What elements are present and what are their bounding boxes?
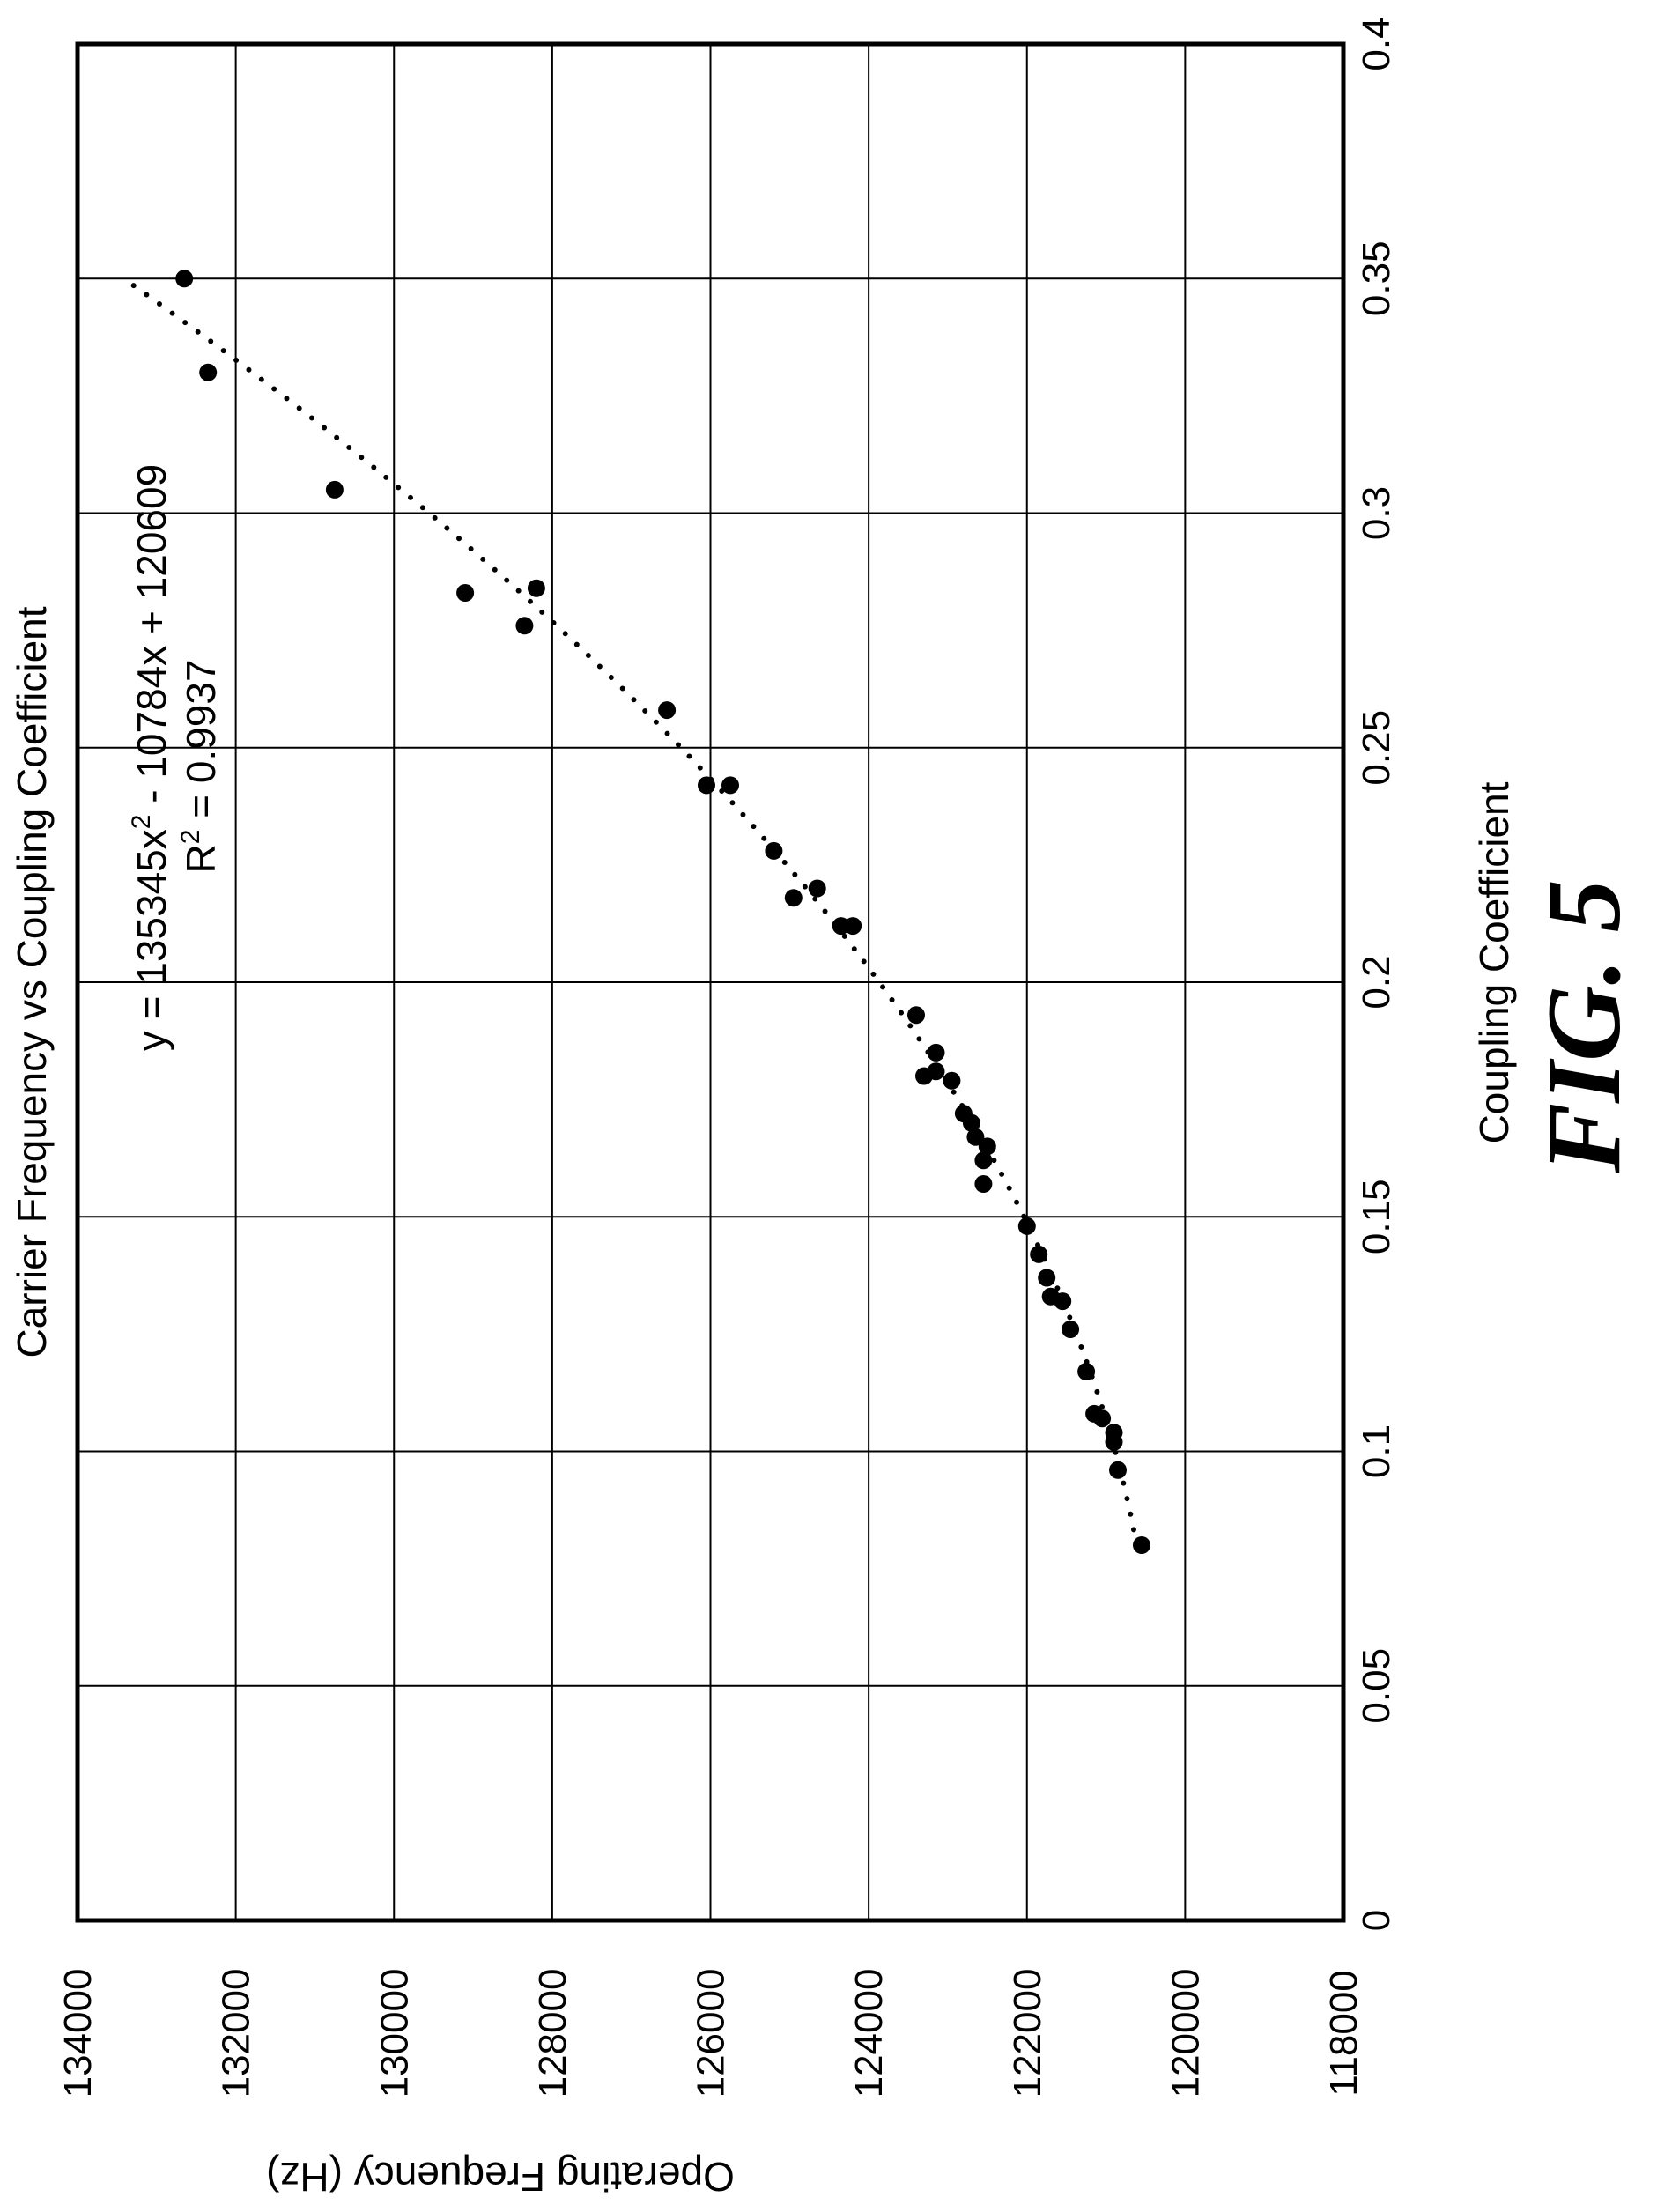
data-point bbox=[721, 776, 739, 795]
y-tick-label: 122000 bbox=[1006, 1969, 1049, 2098]
data-point bbox=[199, 363, 218, 381]
x-tick-label: 0.2 bbox=[1355, 955, 1398, 1009]
chart-title: Carrier Frequency vs Coupling Coefficien… bbox=[9, 606, 55, 1358]
x-tick-label: 0.3 bbox=[1355, 486, 1398, 540]
trendline-equation: y = 135345x2 - 10784x + 120609 bbox=[127, 464, 174, 1051]
data-point bbox=[658, 701, 677, 720]
plot-frame bbox=[75, 41, 1346, 1923]
r2-exponent: 2 bbox=[176, 830, 205, 845]
data-point bbox=[175, 270, 194, 288]
data-point bbox=[832, 917, 850, 936]
grid bbox=[77, 43, 1344, 1921]
data-point bbox=[765, 841, 783, 860]
x-tick-label: 0.05 bbox=[1355, 1648, 1398, 1724]
y-tick-label: 130000 bbox=[373, 1969, 416, 2098]
x-tick-label: 0.4 bbox=[1355, 17, 1398, 70]
trendline bbox=[121, 276, 1140, 1548]
data-point bbox=[915, 1067, 933, 1085]
data-point bbox=[1093, 1409, 1112, 1428]
data-point bbox=[698, 776, 715, 795]
r2-rest: = 0.9937 bbox=[178, 659, 224, 829]
tick-labels: 0 0.05 0.1 0.15 0.2 0.25 0.3 0.35 0.4 118000 12000… bbox=[56, 17, 1398, 2097]
data-point bbox=[1030, 1245, 1048, 1263]
r2-label: R bbox=[178, 844, 224, 873]
x-tick-label: 0.1 bbox=[1355, 1424, 1398, 1478]
equation-label: y = 135345x bbox=[129, 829, 174, 1051]
data-point bbox=[1105, 1432, 1123, 1451]
x-tick-label: 0.15 bbox=[1355, 1179, 1398, 1254]
data-point bbox=[1054, 1292, 1072, 1311]
trendline-layer bbox=[121, 276, 1140, 1548]
data-point bbox=[966, 1128, 985, 1146]
equation-exponent: 2 bbox=[127, 815, 156, 830]
data-point bbox=[927, 1043, 945, 1062]
y-axis-title: Operating Frequency (Hz) bbox=[266, 2154, 735, 2200]
data-point bbox=[325, 480, 344, 499]
data-point bbox=[1017, 1217, 1036, 1235]
data-point bbox=[974, 1151, 993, 1170]
y-tick-label: 126000 bbox=[690, 1969, 733, 2098]
data-point bbox=[943, 1071, 961, 1090]
data-points bbox=[175, 270, 1150, 1554]
x-tick-label: 0.35 bbox=[1355, 240, 1398, 316]
x-tick-label: 0 bbox=[1355, 1910, 1398, 1931]
figure-label: FIG. 5 bbox=[1525, 879, 1642, 1173]
data-point bbox=[515, 617, 534, 635]
data-point bbox=[1038, 1269, 1056, 1287]
data-point bbox=[907, 1006, 925, 1025]
x-tick-label: 0.25 bbox=[1355, 710, 1398, 786]
data-point bbox=[1133, 1536, 1150, 1554]
data-point bbox=[808, 879, 826, 898]
equation-rest: - 10784x + 120609 bbox=[129, 464, 174, 815]
data-point bbox=[962, 1113, 980, 1132]
y-tick-label: 128000 bbox=[531, 1969, 574, 2098]
data-point bbox=[456, 584, 475, 602]
data-point bbox=[784, 889, 803, 907]
y-tick-label: 118000 bbox=[1322, 1970, 1365, 2097]
y-tick-label: 132000 bbox=[215, 1969, 258, 2098]
y-tick-label: 124000 bbox=[847, 1969, 891, 2098]
y-tick-label: 134000 bbox=[56, 1969, 100, 2098]
r-squared-label: R2 = 0.9937 bbox=[176, 659, 224, 873]
x-axis-title: Coupling Coefficient bbox=[1471, 781, 1517, 1143]
data-point bbox=[1109, 1461, 1127, 1479]
data-point bbox=[527, 579, 545, 597]
y-tick-label: 120000 bbox=[1164, 1969, 1207, 2098]
data-point bbox=[978, 1137, 996, 1156]
data-point bbox=[1062, 1321, 1080, 1338]
data-point bbox=[1077, 1363, 1096, 1380]
data-point bbox=[974, 1175, 993, 1193]
